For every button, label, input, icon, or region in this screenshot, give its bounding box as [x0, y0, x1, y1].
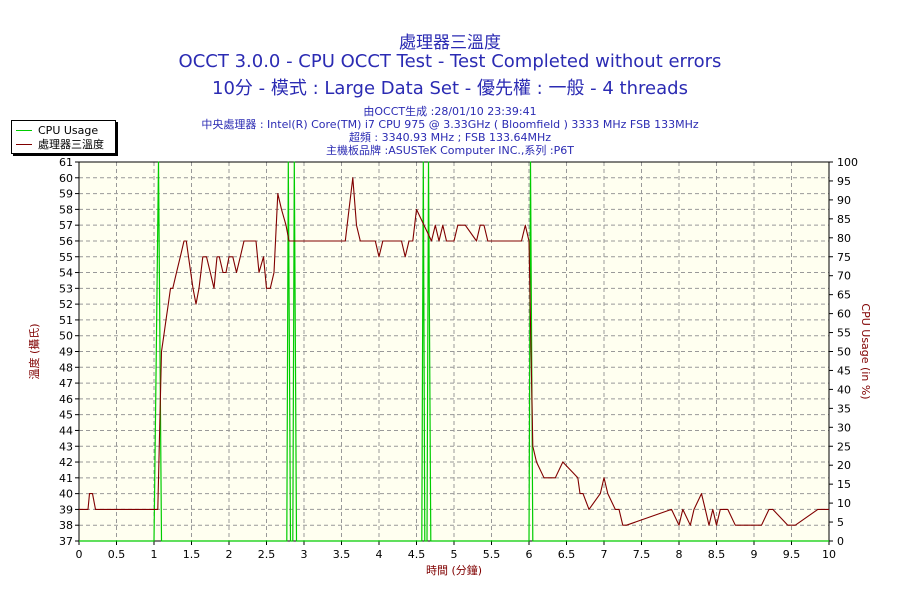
x-tick-label: 9.5	[783, 548, 801, 561]
y-left-axis-label: 溫度 (攝氏)	[27, 323, 41, 379]
x-tick-label: 10	[822, 548, 836, 561]
x-tick-label: 8.5	[708, 548, 726, 561]
y-right-tick-label: 40	[837, 383, 851, 396]
y-left-tick-label: 57	[59, 219, 73, 232]
x-tick-label: 4.5	[408, 548, 426, 561]
x-tick-label: 1	[151, 548, 158, 561]
y-right-tick-label: 70	[837, 270, 851, 283]
chart-legend: CPU Usage 處理器三溫度	[11, 120, 116, 154]
y-left-tick-label: 56	[59, 235, 73, 248]
y-left-tick-label: 46	[59, 393, 73, 406]
info-board: 主機板品牌 :ASUSTeK Computer INC.,系列 :P6T	[326, 144, 574, 157]
x-tick-label: 4	[376, 548, 383, 561]
info-clock: 超頻 : 3340.93 MHz ; FSB 133.64MHz	[348, 131, 552, 144]
y-left-tick-label: 41	[59, 472, 73, 485]
x-tick-label: 3.5	[333, 548, 351, 561]
y-right-tick-label: 95	[837, 175, 851, 188]
y-right-tick-label: 85	[837, 213, 851, 226]
x-axis-label: 時間 (分鐘)	[426, 563, 482, 577]
x-tick-label: 1.5	[183, 548, 201, 561]
y-left-tick-label: 38	[59, 519, 73, 532]
x-tick-label: 7	[601, 548, 608, 561]
y-right-tick-label: 5	[837, 516, 844, 529]
y-right-tick-label: 80	[837, 232, 851, 245]
y-left-tick-label: 55	[59, 251, 73, 264]
y-right-tick-label: 20	[837, 459, 851, 472]
y-right-tick-label: 75	[837, 251, 851, 264]
legend-label-cpu-usage: CPU Usage	[38, 123, 99, 137]
y-left-tick-label: 37	[59, 535, 73, 548]
x-tick-label: 2	[226, 548, 233, 561]
x-tick-label: 2.5	[258, 548, 276, 561]
legend-swatch-cpu-usage	[16, 129, 32, 131]
y-left-tick-label: 43	[59, 440, 73, 453]
y-right-tick-label: 50	[837, 346, 851, 359]
y-right-tick-label: 35	[837, 402, 851, 415]
info-generated: 由OCCT生成 :28/01/10 23:39:41	[363, 105, 537, 118]
chart-title-test: OCCT 3.0.0 - CPU OCCT Test - Test Comple…	[178, 51, 722, 72]
y-left-tick-label: 47	[59, 377, 73, 390]
x-tick-label: 5	[451, 548, 458, 561]
series-line-temperature	[79, 177, 829, 526]
x-tick-label: 8	[676, 548, 683, 561]
y-left-tick-label: 50	[59, 330, 73, 343]
y-left-tick-label: 59	[59, 188, 73, 201]
y-right-tick-label: 0	[837, 535, 844, 548]
legend-item-cpu-usage: CPU Usage	[16, 123, 98, 137]
x-tick-label: 0	[76, 548, 83, 561]
y-left-tick-label: 53	[59, 282, 73, 295]
y-left-tick-label: 54	[59, 267, 73, 280]
y-left-tick-label: 60	[59, 172, 73, 185]
y-left-tick-label: 45	[59, 409, 73, 422]
chart-title-sensor: 處理器三溫度	[399, 33, 501, 53]
legend-label-temperature: 處理器三溫度	[38, 138, 104, 151]
y-left-tick-label: 58	[59, 203, 73, 216]
y-right-tick-label: 10	[837, 497, 851, 510]
y-right-axis-label: CPU Usage (in %)	[859, 303, 872, 399]
x-tick-label: 3	[301, 548, 308, 561]
y-right-tick-label: 45	[837, 364, 851, 377]
y-left-tick-label: 52	[59, 298, 73, 311]
x-tick-label: 6.5	[558, 548, 576, 561]
y-right-tick-label: 55	[837, 327, 851, 340]
y-left-tick-label: 39	[59, 503, 73, 516]
y-left-tick-label: 42	[59, 456, 73, 469]
y-left-tick-label: 61	[59, 156, 73, 169]
y-right-tick-label: 30	[837, 421, 851, 434]
y-right-tick-label: 60	[837, 308, 851, 321]
info-cpu: 中央處理器 : Intel(R) Core(TM) i7 CPU 975 @ 3…	[201, 118, 699, 131]
y-left-tick-label: 44	[59, 424, 73, 437]
y-left-tick-label: 49	[59, 346, 73, 359]
y-left-tick-label: 40	[59, 488, 73, 501]
legend-item-temperature: 處理器三溫度	[16, 137, 104, 151]
y-right-tick-label: 65	[837, 289, 851, 302]
y-right-tick-label: 25	[837, 440, 851, 453]
chart-title-mode: 10分 - 模式 : Large Data Set - 優先權 : 一般 - 4…	[212, 78, 688, 99]
x-tick-label: 0.5	[108, 548, 126, 561]
y-right-tick-label: 15	[837, 478, 851, 491]
x-tick-label: 5.5	[483, 548, 501, 561]
y-left-tick-label: 51	[59, 314, 73, 327]
x-tick-label: 6	[526, 548, 533, 561]
legend-swatch-temperature	[16, 143, 32, 145]
x-tick-label: 9	[751, 548, 758, 561]
y-right-tick-label: 90	[837, 194, 851, 207]
y-left-tick-label: 48	[59, 361, 73, 374]
x-tick-label: 7.5	[633, 548, 651, 561]
y-right-tick-label: 100	[837, 156, 858, 169]
